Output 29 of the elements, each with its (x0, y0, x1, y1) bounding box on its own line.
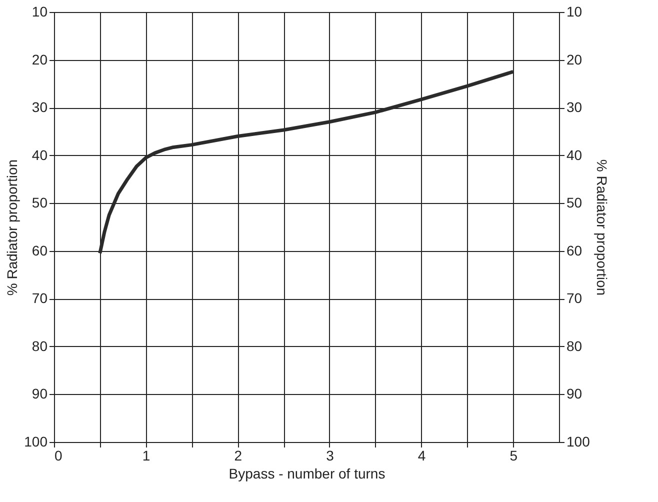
y-tick-label: 30 (32, 99, 48, 116)
y2-tick-label: 70 (566, 290, 582, 306)
x-tick-label: 2 (234, 448, 242, 464)
y2-tick-label: 50 (566, 194, 582, 211)
x-tick-label: 0 (54, 448, 62, 464)
x-tick-label: 4 (418, 448, 426, 464)
y-tick-label: 10 (32, 4, 48, 20)
y2-axis-title: % Radiator proportion (594, 159, 610, 296)
y2-tick-label: 30 (566, 99, 582, 116)
y-tick-label: 20 (32, 51, 48, 68)
y2-tick-label: 20 (566, 51, 582, 68)
y2-tick-label: 40 (566, 146, 582, 163)
y-tick-label: 80 (32, 338, 48, 354)
y2-tick-label: 90 (566, 386, 582, 402)
y-axis-title: % Radiator proportion (4, 159, 20, 296)
y-tick-label: 70 (32, 290, 48, 306)
y-tick-label: 40 (32, 146, 48, 163)
x-tick-label: 1 (142, 448, 150, 464)
x-axis-title: Bypass - number of turns (228, 466, 386, 482)
y-tick-label: 90 (32, 386, 48, 402)
x-tick-label: 3 (326, 448, 334, 464)
y-tick-label: 100 (24, 434, 48, 450)
y2-tick-label: 60 (566, 242, 582, 258)
y2-tick-label: 10 (566, 4, 582, 20)
y-tick-label: 50 (32, 194, 48, 211)
y-tick-label: 60 (32, 242, 48, 258)
x-tick-label: 5 (510, 448, 518, 464)
y2-tick-label: 80 (566, 338, 582, 354)
y2-tick-label: 100 (566, 434, 590, 450)
